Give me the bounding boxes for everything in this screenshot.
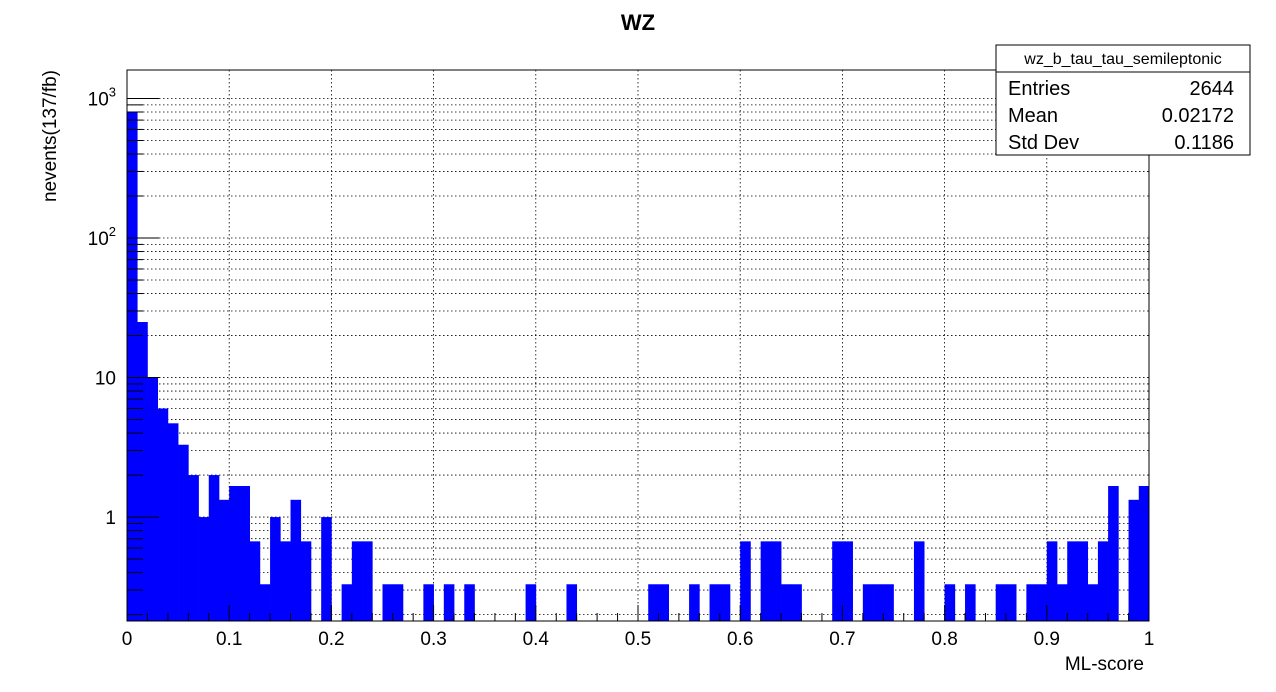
y-tick-labels: 1 10 102 103	[88, 84, 116, 529]
x-axis-title: ML-score	[1065, 654, 1144, 675]
stats-entries-value: 2644	[1190, 78, 1235, 100]
x-tick-label: 0.3	[420, 629, 446, 650]
histogram-bar	[300, 541, 312, 621]
histogram-bar	[525, 584, 537, 621]
histogram-bar	[689, 584, 700, 621]
histogram-bar	[167, 423, 179, 621]
histogram-bar	[965, 584, 976, 621]
histogram-bar	[270, 517, 281, 621]
histogram-bar	[1057, 584, 1068, 621]
histogram-bar	[249, 541, 261, 621]
histogram-bar	[862, 584, 874, 621]
histogram-bar	[913, 541, 925, 621]
histogram-bar	[362, 541, 373, 621]
histogram-bar	[280, 541, 291, 621]
histogram-bar	[995, 584, 1007, 621]
histogram-bar	[1077, 541, 1089, 621]
histogram-bar	[1097, 541, 1109, 621]
histogram-bar	[1108, 486, 1119, 621]
x-tick-label: 1	[1144, 629, 1155, 650]
histogram-bar	[198, 517, 210, 621]
histogram-bar	[443, 584, 455, 621]
histogram-bar	[770, 541, 782, 621]
histogram-bar	[239, 486, 250, 621]
histogram-bar	[321, 517, 332, 621]
histogram-bar	[944, 584, 956, 621]
histogram-bars	[127, 112, 1150, 622]
histogram-bar	[791, 584, 802, 621]
histogram-bar	[1036, 584, 1048, 621]
x-tick-labels: 0 0.1 0.2 0.3 0.4 0.5 0.6 0.7 0.8 0.9 1	[122, 629, 1155, 650]
histogram-bar	[1026, 584, 1037, 621]
histogram-bar	[147, 377, 159, 621]
histogram-bar	[873, 584, 884, 621]
histogram-bar	[1046, 541, 1058, 621]
histogram-bar	[781, 584, 792, 621]
x-tick-label: 0.6	[727, 629, 753, 650]
chart-title: WZ	[621, 10, 655, 35]
histogram-bar	[290, 499, 302, 621]
histogram-bar	[719, 584, 731, 621]
histogram-bar	[1138, 486, 1150, 621]
x-tick-label: 0.9	[1034, 629, 1060, 650]
histogram-bar	[842, 541, 853, 621]
y-tick-label: 103	[88, 84, 116, 110]
histogram-bar	[178, 444, 189, 621]
x-tick-label: 0.5	[625, 629, 651, 650]
histogram-bar	[1087, 584, 1099, 621]
stats-entries-label: Entries	[1008, 78, 1070, 100]
histogram-bar	[464, 584, 475, 621]
histogram-bar	[1067, 541, 1078, 621]
y-tick-label: 1	[105, 508, 116, 529]
histogram-bar	[208, 475, 220, 621]
x-tick-label: 0	[122, 629, 133, 650]
stats-mean-value: 0.02172	[1162, 105, 1234, 127]
histogram-bar	[1005, 584, 1017, 621]
stats-box-frame	[995, 44, 1251, 156]
histogram-bar	[423, 584, 434, 621]
x-tick-label: 0.4	[523, 629, 550, 650]
stats-stddev-label: Std Dev	[1008, 132, 1079, 154]
x-tick-label: 0.7	[829, 629, 855, 650]
histogram-bar	[341, 584, 353, 621]
histogram-bar	[566, 584, 578, 621]
histogram-bar	[648, 584, 659, 621]
histogram-bar	[137, 322, 148, 621]
y-tick-label: 10	[95, 369, 116, 390]
histogram-bar	[760, 541, 772, 621]
histogram-bar	[658, 584, 670, 621]
x-tick-label: 0.1	[216, 629, 242, 650]
y-tick-label: 102	[88, 224, 116, 250]
histogram-bar	[740, 541, 751, 621]
histogram-bar	[351, 541, 363, 621]
x-tick-label: 0.8	[931, 629, 957, 650]
histogram-bar	[392, 584, 404, 621]
histogram-bar	[229, 486, 240, 621]
axes	[126, 69, 1150, 622]
histogram-bar	[218, 499, 230, 621]
histogram-bar	[259, 584, 271, 621]
histogram-bar	[157, 408, 169, 621]
histogram-bar	[709, 584, 721, 621]
stats-box: wz_b_tau_tau_semileptonic Entries 2644 M…	[995, 44, 1251, 156]
histogram-bar	[1128, 499, 1140, 621]
x-tick-label: 0.2	[318, 629, 344, 650]
y-axis-title: nevents(137/fb)	[40, 70, 61, 202]
histogram-bar	[883, 584, 894, 621]
histogram-bar	[832, 541, 843, 621]
stats-stddev-value: 0.1186	[1174, 132, 1234, 154]
histogram-bar	[188, 475, 199, 621]
histogram-bar	[127, 112, 138, 622]
stats-mean-label: Mean	[1008, 105, 1058, 127]
stats-histogram-name: wz_b_tau_tau_semileptonic	[1023, 51, 1221, 68]
histogram-bar	[382, 584, 394, 621]
